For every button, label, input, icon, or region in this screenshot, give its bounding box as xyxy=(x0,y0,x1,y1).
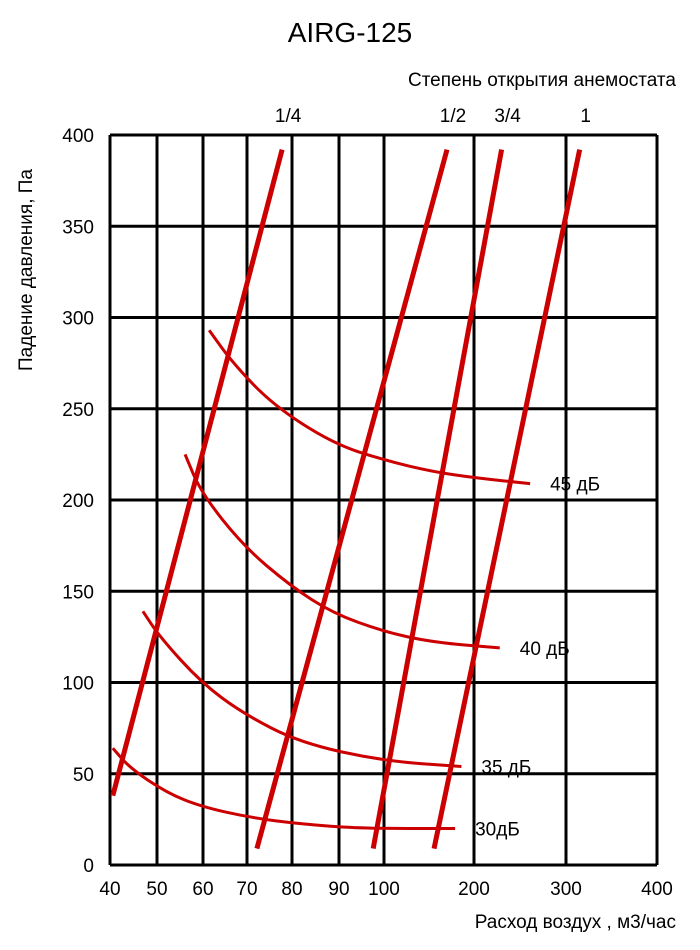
x-tick-label: 200 xyxy=(458,879,490,900)
y-tick-label: 50 xyxy=(73,765,94,786)
x-tick-label: 90 xyxy=(328,879,349,900)
noise-label: 40 дБ xyxy=(520,639,570,660)
y-tick-label: 350 xyxy=(62,217,94,238)
opening-line-3-4 xyxy=(370,149,505,850)
y-tick-label: 400 xyxy=(62,126,94,147)
y-tick-label: 100 xyxy=(62,674,94,695)
noise-label: 30дБ xyxy=(475,820,520,841)
noise-curve xyxy=(141,610,462,768)
x-tick-label: 50 xyxy=(146,879,167,900)
chart-subtitle: Степень открытия анемостата xyxy=(408,70,676,91)
opening-line-1-2 xyxy=(254,148,450,850)
tick-labels: 40 50 60 70 80 90 100 200 300 400 0 50 100 150 200 250 3… xyxy=(62,126,673,900)
y-axis-label: Падение давления, Па xyxy=(16,169,37,371)
noise-curve xyxy=(111,747,456,830)
x-tick-label: 100 xyxy=(368,879,400,900)
opening-label: 3/4 xyxy=(494,106,521,127)
x-tick-label: 40 xyxy=(99,879,120,900)
opening-label: 1 xyxy=(580,106,591,127)
noise-curve xyxy=(183,453,500,650)
opening-label: 1/4 xyxy=(275,106,302,127)
chart-title: AIRG-125 xyxy=(288,17,413,48)
y-tick-label: 0 xyxy=(83,856,94,877)
noise-label: 35 дБ xyxy=(481,757,531,778)
y-tick-label: 150 xyxy=(62,582,94,603)
opening-line-1 xyxy=(431,149,583,850)
x-tick-label: 300 xyxy=(550,879,582,900)
noise-curve xyxy=(207,329,531,486)
x-tick-label: 400 xyxy=(641,879,673,900)
opening-label: 1/2 xyxy=(440,106,466,127)
y-tick-label: 200 xyxy=(62,491,94,512)
grid xyxy=(108,133,659,867)
x-tick-label: 60 xyxy=(192,879,213,900)
x-axis-label: Расход воздух , м3/час xyxy=(475,912,676,933)
series xyxy=(110,148,583,850)
opening-line-1-4 xyxy=(110,148,285,797)
series-labels: 1/4 1/2 3/4 1 45 дБ 40 дБ 35 дБ 30дБ xyxy=(275,106,600,841)
noise-label: 45 дБ xyxy=(550,475,600,496)
y-tick-label: 250 xyxy=(62,400,94,421)
x-tick-label: 80 xyxy=(281,879,302,900)
x-tick-label: 70 xyxy=(236,879,257,900)
y-tick-label: 300 xyxy=(62,309,94,330)
